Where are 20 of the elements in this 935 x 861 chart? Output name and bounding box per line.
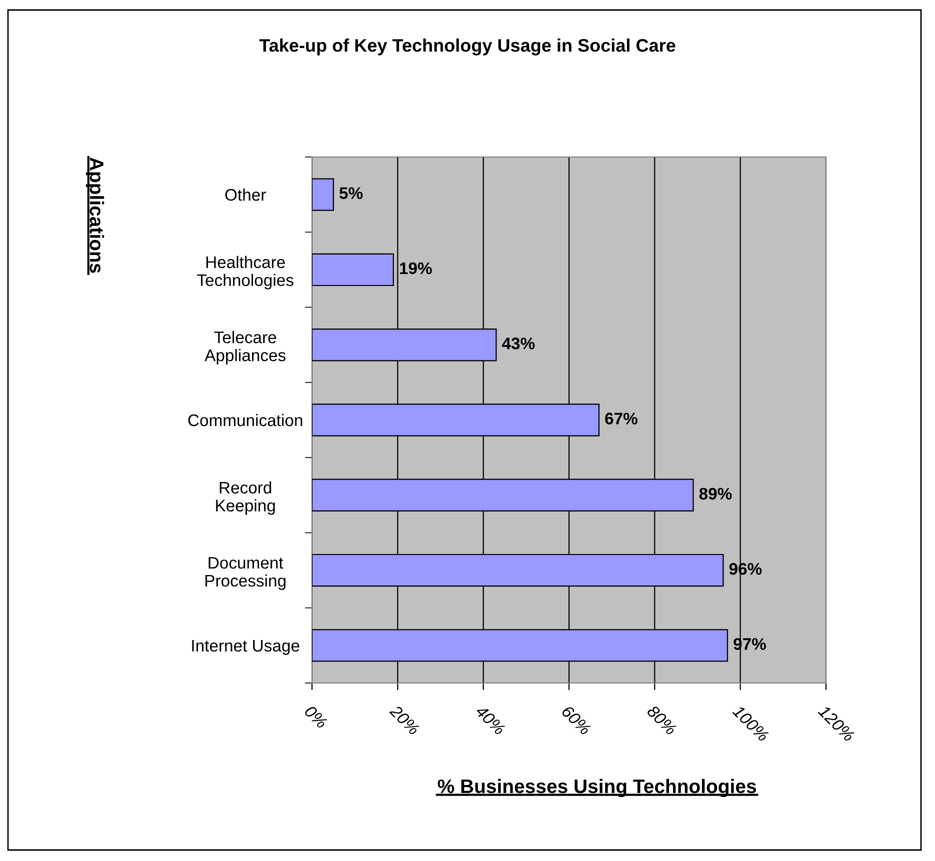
x-axis-title: % Businesses Using Technologies xyxy=(438,778,756,798)
x-tick-label: 40% xyxy=(474,704,506,736)
y-tick-label: Communication xyxy=(188,414,302,426)
chart-title: Take-up of Key Technology Usage in Social Care xyxy=(259,38,676,56)
data-label: 43% xyxy=(502,338,535,350)
y-tick-label: Healthcare Technologies xyxy=(197,256,294,290)
y-tick-label: Other xyxy=(225,188,266,201)
y-tick-label: Document Processing xyxy=(205,557,286,590)
x-tick-label: 20% xyxy=(388,704,420,736)
x-tick-label: 80% xyxy=(646,704,678,736)
y-tick-label: Record Keeping xyxy=(216,481,275,515)
x-tick-label: 0% xyxy=(304,704,328,730)
data-label: 19% xyxy=(400,262,432,274)
y-tick-label: Telecare Appliances xyxy=(204,331,286,365)
data-label: 67% xyxy=(605,412,638,424)
data-label: 5% xyxy=(339,187,363,200)
y-axis-title: Applications xyxy=(86,157,104,273)
x-tick-label: 60% xyxy=(561,704,592,736)
y-tick-label: Internet Usage xyxy=(192,640,300,655)
data-label: 89% xyxy=(699,488,732,500)
